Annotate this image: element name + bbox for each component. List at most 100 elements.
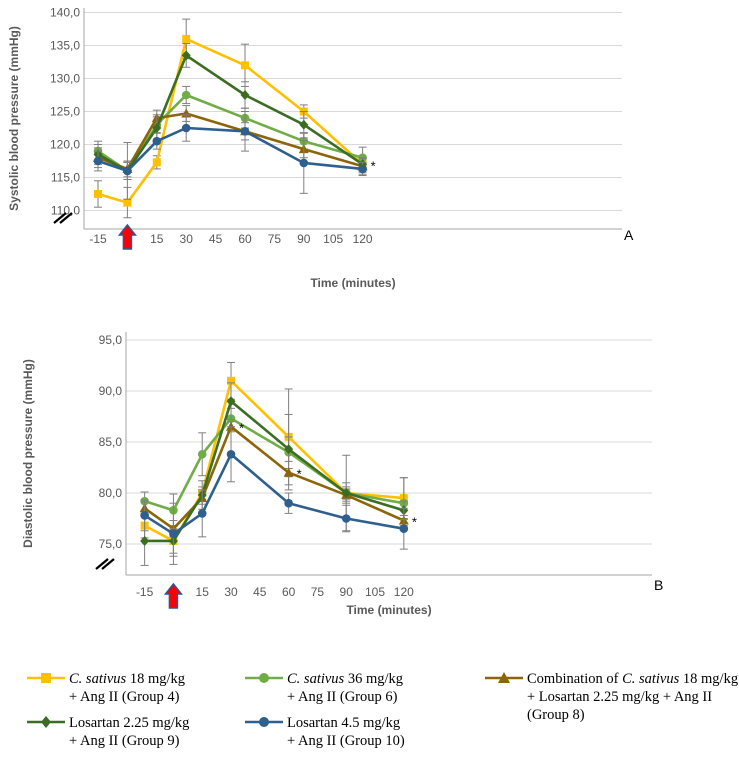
legend-label: Losartan 2.25 mg/kg + Ang II (Group 9) bbox=[69, 715, 189, 749]
legend-label-part: 18 mg/kg bbox=[679, 671, 738, 687]
x-tick-label: 105 bbox=[365, 585, 385, 599]
y-axis-title: Systolic blood pressure (mmHg) bbox=[7, 26, 21, 211]
series-group10 bbox=[140, 426, 409, 565]
data-point bbox=[341, 514, 351, 523]
legend-label-part: Losartan 4.5 mg/kg bbox=[287, 715, 400, 731]
x-tick-label: 75 bbox=[311, 585, 325, 599]
data-point bbox=[197, 449, 207, 459]
data-point bbox=[283, 467, 294, 477]
data-point bbox=[182, 34, 191, 43]
data-point bbox=[240, 127, 250, 136]
legend-label-part: + Ang II (Group 4) bbox=[69, 689, 180, 705]
legend-item-group8: Combination of C. sativus 18 mg/kg + Losa… bbox=[485, 671, 738, 723]
data-point bbox=[181, 123, 191, 133]
significance-marker: * bbox=[239, 421, 244, 436]
chart-panel-a: 110,0115,0120,0125,0130,0135,0140,0-1501… bbox=[7, 6, 634, 291]
x-axis-title: Time (minutes) bbox=[346, 603, 431, 617]
data-point bbox=[93, 156, 103, 166]
y-tick-label: 90,0 bbox=[99, 384, 123, 398]
y-tick-label: 135,0 bbox=[50, 39, 80, 53]
legend-label-part: 36 mg/kg bbox=[344, 671, 403, 687]
x-tick-label: 30 bbox=[224, 585, 238, 599]
legend-label: C. sativus 18 mg/kg + Ang II (Group 4) bbox=[69, 671, 185, 705]
axis-break-mark bbox=[95, 558, 109, 570]
x-tick-label: 75 bbox=[268, 232, 282, 246]
legend-label-part: C. sativus bbox=[287, 671, 345, 687]
axis-break-mark bbox=[59, 212, 73, 224]
data-point bbox=[299, 158, 309, 168]
data-point bbox=[169, 529, 178, 539]
data-point bbox=[197, 509, 207, 518]
x-tick-label: 105 bbox=[323, 232, 343, 246]
legend-label-part: (Group 8) bbox=[527, 707, 585, 723]
data-point bbox=[123, 166, 132, 176]
series-group4 bbox=[94, 18, 367, 219]
x-tick-label: -15 bbox=[136, 585, 154, 599]
treatment-arrow bbox=[163, 582, 183, 609]
y-tick-label: 95,0 bbox=[99, 333, 123, 347]
y-tick-label: 130,0 bbox=[50, 72, 80, 86]
axis-break-mark bbox=[101, 558, 115, 570]
data-point bbox=[399, 524, 409, 533]
x-tick-label: 15 bbox=[150, 232, 164, 246]
series-group6 bbox=[140, 407, 409, 530]
legend-label: C. sativus 36 mg/kg + Ang II (Group 6) bbox=[287, 671, 403, 705]
legend-marker bbox=[41, 673, 51, 683]
y-axis-title: Diastolic blood pressure (mmHg) bbox=[21, 359, 35, 548]
y-tick-label: 140,0 bbox=[50, 6, 80, 20]
x-axis-title: Time (minutes) bbox=[310, 276, 395, 290]
legend-item-group6: C. sativus 36 mg/kg + Ang II (Group 6) bbox=[245, 671, 403, 705]
data-point bbox=[284, 498, 293, 508]
y-tick-label: 125,0 bbox=[50, 105, 80, 119]
legend-label-part: + Losartan 2.25 mg/kg + Ang II bbox=[527, 689, 712, 705]
y-tick-label: 120,0 bbox=[50, 138, 80, 152]
legend-item-group10: Losartan 4.5 mg/kg + Ang II (Group 10) bbox=[245, 715, 405, 749]
legend-marker bbox=[498, 672, 510, 683]
legend-item-group9: Losartan 2.25 mg/kg + Ang II (Group 9) bbox=[27, 715, 189, 749]
series-line bbox=[144, 417, 405, 512]
legend-label-part: + Ang II (Group 9) bbox=[69, 733, 180, 749]
data-point bbox=[152, 123, 162, 133]
legend-item-group4: C. sativus 18 mg/kg + Ang II (Group 4) bbox=[27, 671, 185, 705]
series-group8 bbox=[139, 421, 409, 538]
legend-label-part: Combination of bbox=[527, 671, 622, 687]
data-point bbox=[240, 90, 250, 100]
x-tick-label: 45 bbox=[253, 585, 267, 599]
data-point bbox=[181, 50, 191, 61]
legend-label-part: 18 mg/kg bbox=[126, 671, 185, 687]
y-tick-label: 85,0 bbox=[99, 435, 123, 449]
legend-label-part: C. sativus bbox=[69, 671, 127, 687]
data-point bbox=[358, 164, 367, 174]
legend-marker bbox=[259, 673, 269, 683]
significance-marker: * bbox=[297, 467, 302, 482]
data-point bbox=[123, 198, 132, 207]
series-group9 bbox=[140, 382, 409, 566]
x-tick-label: 60 bbox=[238, 232, 252, 246]
series-line bbox=[97, 37, 364, 204]
data-point bbox=[181, 90, 191, 100]
x-tick-label: 90 bbox=[340, 585, 354, 599]
significance-marker: * bbox=[371, 158, 376, 173]
x-tick-label: -15 bbox=[89, 232, 107, 246]
data-point bbox=[227, 376, 236, 385]
legend-label-part: + Ang II (Group 10) bbox=[287, 733, 405, 749]
legend-label-part: C. sativus bbox=[622, 671, 680, 687]
chart-panel-b: 75,080,085,090,095,0-1501530456075901051… bbox=[21, 332, 663, 617]
significance-marker: * bbox=[412, 515, 417, 530]
axis-break-mark bbox=[53, 212, 67, 224]
data-point bbox=[152, 136, 162, 146]
legend-label: Combination of C. sativus 18 mg/kg + Losa… bbox=[527, 671, 738, 723]
y-tick-label: 115,0 bbox=[51, 171, 80, 185]
y-tick-label: 110,0 bbox=[51, 204, 80, 218]
legend: C. sativus 18 mg/kg + Ang II (Group 4)C. … bbox=[27, 671, 738, 749]
panel-label: B bbox=[654, 577, 663, 593]
x-tick-label: 120 bbox=[353, 232, 373, 246]
data-point bbox=[341, 488, 351, 498]
treatment-arrow bbox=[117, 223, 137, 250]
data-point bbox=[241, 61, 249, 70]
x-tick-label: 45 bbox=[209, 232, 223, 246]
data-point bbox=[226, 449, 236, 459]
legend-marker bbox=[41, 716, 51, 728]
x-tick-label: 90 bbox=[297, 232, 311, 246]
